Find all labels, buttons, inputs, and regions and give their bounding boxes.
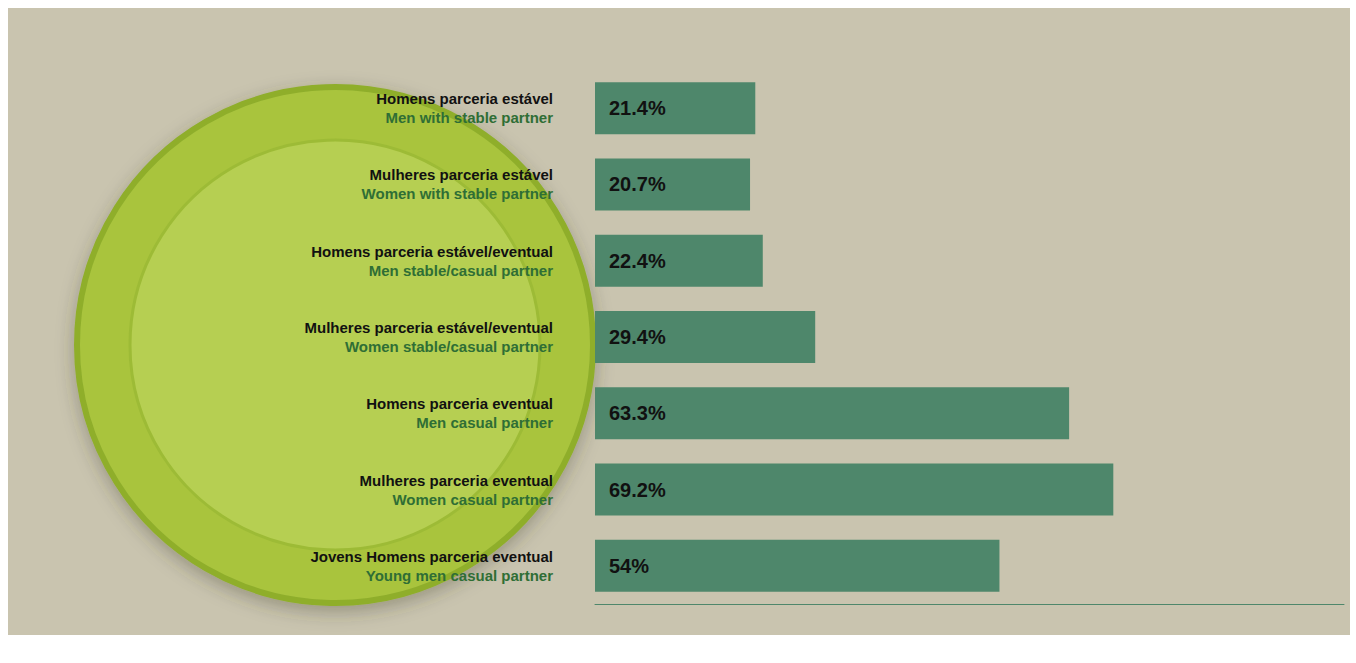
svg-text:Men stable/casual partner: Men stable/casual partner	[369, 262, 553, 279]
svg-text:20.7%: 20.7%	[609, 173, 666, 195]
svg-text:Men with stable partner: Men with stable partner	[385, 109, 553, 126]
svg-text:Mulheres parceria estável: Mulheres parceria estável	[370, 166, 553, 183]
svg-text:22.4%: 22.4%	[609, 250, 666, 272]
svg-text:Young men casual partner: Young men casual partner	[366, 567, 553, 584]
svg-text:Women casual partner: Women casual partner	[392, 491, 553, 508]
svg-text:63.3%: 63.3%	[609, 402, 666, 424]
svg-text:Mulheres parceria estável/even: Mulheres parceria estável/eventual	[305, 319, 553, 336]
svg-text:Homens parceria eventual: Homens parceria eventual	[366, 395, 553, 412]
svg-text:Women stable/casual partner: Women stable/casual partner	[345, 338, 553, 355]
svg-text:29.4%: 29.4%	[609, 326, 666, 348]
svg-text:Homens parceria estável: Homens parceria estável	[376, 90, 553, 107]
svg-text:21.4%: 21.4%	[609, 97, 666, 119]
svg-text:Women with stable partner: Women with stable partner	[362, 185, 554, 202]
svg-text:Homens parceria estável/eventu: Homens parceria estável/eventual	[311, 243, 553, 260]
svg-text:Mulheres parceria eventual: Mulheres parceria eventual	[360, 472, 553, 489]
svg-text:69.2%: 69.2%	[609, 479, 666, 501]
svg-text:Men casual partner: Men casual partner	[416, 414, 553, 431]
svg-text:Jovens Homens parceria eventua: Jovens Homens parceria eventual	[310, 548, 553, 565]
svg-text:54%: 54%	[609, 555, 649, 577]
